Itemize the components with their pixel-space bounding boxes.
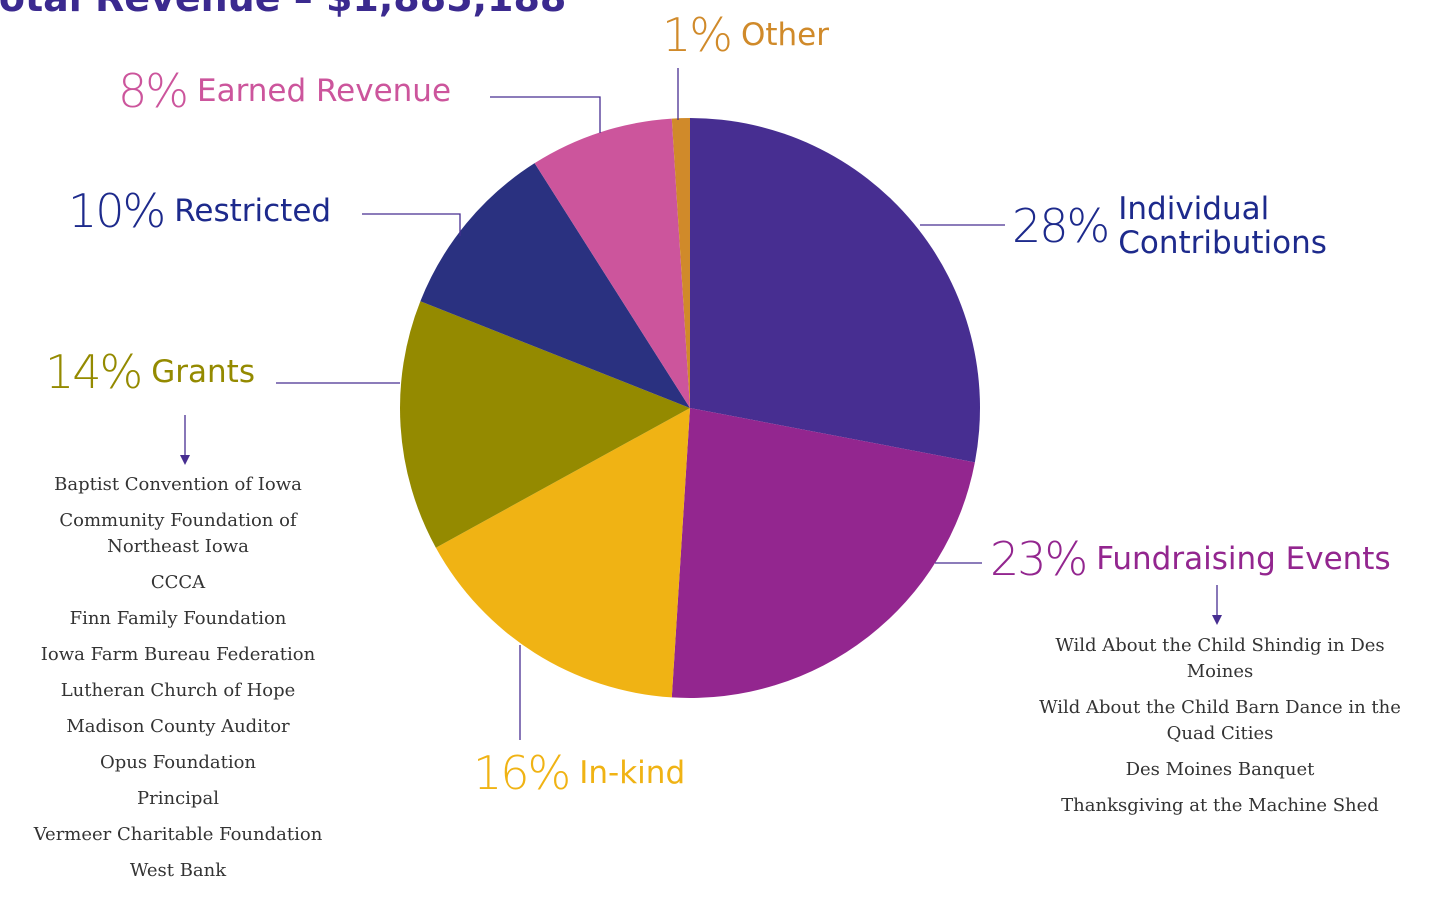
percent-label: 8% [118, 64, 189, 118]
category-label: Restricted [174, 193, 332, 229]
slice-label: 28% Individual Contributions [1012, 192, 1358, 260]
grant-donor: Lutheran Church of Hope [60, 680, 296, 701]
pie-slice [534, 118, 690, 408]
category-label: Fundraising Events [1096, 541, 1391, 577]
event-item: Des Moines Banquet [1125, 759, 1315, 780]
category-label: Other [740, 17, 830, 53]
slice-label: 16% In-kind [473, 746, 685, 800]
category-label: In-kind [579, 755, 686, 791]
event-item: Wild About the Child Barn Dance in the Q… [1039, 697, 1401, 744]
grant-donor: Community Foundation of Northeast Iowa [59, 510, 297, 557]
grant-donor: Principal [137, 788, 219, 809]
percent-label: 10% [68, 184, 166, 238]
category-label: Individual Contributions [1118, 191, 1327, 261]
grant-donor: Baptist Convention of Iowa [54, 474, 302, 495]
event-item: Wild About the Child Shindig in Des Moin… [1055, 635, 1385, 682]
pie-slice [671, 118, 690, 408]
grant-list: Baptist Convention of Iowa Community Foun… [28, 472, 328, 884]
leader-line [362, 213, 461, 236]
percent-label: 16% [473, 746, 571, 800]
pie-slice [671, 408, 975, 698]
grant-donor: Madison County Auditor [66, 716, 290, 737]
arrow-head [1212, 615, 1222, 625]
category-label: Grants [151, 354, 255, 390]
percent-label: 1% [662, 8, 733, 62]
grant-donor: Opus Foundation [99, 752, 257, 773]
slice-label: 8% Earned Revenue [118, 64, 451, 118]
pie-slice [435, 408, 690, 698]
percent-label: 23% [990, 532, 1088, 586]
arrow-head [180, 455, 190, 465]
grant-donor: Finn Family Foundation [69, 608, 287, 629]
slice-label: 10% Restricted [68, 184, 331, 238]
percent-label: 28% [1012, 199, 1110, 253]
pie-slice [420, 163, 690, 408]
slice-label: 1% Other [662, 8, 829, 62]
pie-slice [690, 118, 980, 463]
slice-label: 23% Fundraising Events [990, 532, 1391, 586]
category-label: Earned Revenue [196, 73, 452, 109]
grant-donor: Vermeer Charitable Foundation [33, 824, 323, 845]
slice-label: 14% Grants [45, 345, 255, 399]
event-item: Thanksgiving at the Machine Shed [1061, 795, 1379, 816]
grant-donor: West Bank [129, 860, 227, 881]
grant-donor: CCCA [150, 572, 206, 593]
grant-donor: Iowa Farm Bureau Federation [40, 644, 316, 665]
percent-label: 14% [45, 345, 143, 399]
leader-line [490, 96, 601, 133]
event-list: Wild About the Child Shindig in Des Moin… [1020, 633, 1420, 819]
pie-slice [400, 301, 690, 548]
chart-title: Total Revenue – $1,885,188 [0, 0, 566, 20]
